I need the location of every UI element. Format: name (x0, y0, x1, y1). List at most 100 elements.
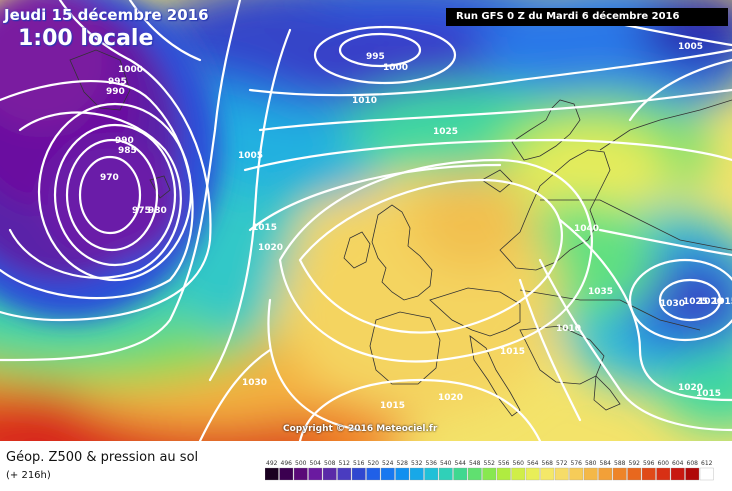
scale-tick-label: 536 (426, 460, 438, 467)
scale-swatch (438, 467, 453, 481)
isobar-label: 1015 (696, 389, 721, 399)
scale-tick-label: 524 (382, 460, 394, 467)
scale-swatch (467, 467, 482, 481)
isobar-label: 1025 (683, 297, 708, 307)
isobar-label: 995 (366, 52, 385, 62)
scale-swatch (322, 467, 337, 481)
isobar-label: 1000 (383, 63, 408, 73)
forecast-time: 1:00 locale (18, 26, 154, 51)
scale-tick-label: 520 (368, 460, 380, 467)
scale-tick-label: 516 (353, 460, 365, 467)
forecast-lead-time: (+ 216h) (6, 470, 51, 481)
map-canvas: 1000 995 990 990 985 970 975 980 995 100… (0, 0, 732, 441)
scale-swatch (525, 467, 540, 481)
scale-tick-label: 500 (295, 460, 307, 467)
isobar-label: 1035 (588, 287, 613, 297)
scale-tick-label: 572 (556, 460, 568, 467)
scale-tick-label: 612 (701, 460, 713, 467)
scale-swatch (569, 467, 584, 481)
isobar-label: 1040 (574, 224, 599, 234)
scale-tick-label: 532 (411, 460, 423, 467)
scale-swatch (453, 467, 468, 481)
isobar-label: 1025 (433, 127, 458, 137)
isobar-label: 990 (106, 87, 125, 97)
scale-tick-label: 580 (585, 460, 597, 467)
isobar-label: 980 (148, 206, 167, 216)
scale-swatch (279, 467, 294, 481)
scale-tick-label: 496 (281, 460, 293, 467)
isobar-label: 975 (132, 206, 151, 216)
scale-tick-label: 504 (310, 460, 322, 467)
scale-swatch (395, 467, 410, 481)
scale-swatch (670, 467, 685, 481)
scale-tick-label: 512 (339, 460, 351, 467)
scale-swatch (424, 467, 439, 481)
isobar-label: 1015 (380, 401, 405, 411)
scale-swatch (627, 467, 642, 481)
scale-swatch (409, 467, 424, 481)
weather-map: 1000 995 990 990 985 970 975 980 995 100… (0, 0, 732, 441)
map-parameter-title: Géop. Z500 & pression au sol (6, 450, 199, 465)
scale-tick-label: 588 (614, 460, 626, 467)
isobar-label: 1015 (500, 347, 525, 357)
scale-swatch (699, 467, 714, 481)
isobar-label: 1020 (678, 383, 703, 393)
scale-tick-label: 584 (600, 460, 612, 467)
isobar-label: 1015 (712, 297, 732, 307)
scale-tick-label: 556 (498, 460, 510, 467)
isobar-label: 1030 (242, 378, 267, 388)
isobars (0, 0, 732, 441)
scale-tick-label: 564 (527, 460, 539, 467)
scale-swatch (351, 467, 366, 481)
scale-tick-label: 528 (397, 460, 409, 467)
scale-swatch (337, 467, 352, 481)
isobar-label: 990 (115, 136, 134, 146)
scale-tick-label: 540 (440, 460, 452, 467)
scale-tick-label: 492 (266, 460, 278, 467)
forecast-date: Jeudi 15 décembre 2016 (4, 6, 209, 24)
scale-tick-label: 600 (658, 460, 670, 467)
scale-tick-label: 592 (629, 460, 641, 467)
isobar-label: 1020 (258, 243, 283, 253)
scale-swatch (612, 467, 627, 481)
isobar-label: 1020 (438, 393, 463, 403)
isobar-labels: 1000 995 990 990 985 970 975 980 995 100… (100, 42, 732, 403)
isobar-label: 1030 (660, 299, 685, 309)
isobar-label: 985 (118, 146, 137, 156)
scale-tick-label: 608 (687, 460, 699, 467)
scale-tick-label: 596 (643, 460, 655, 467)
color-scale: 492 496 500 504 508 512 516 520 524 528 532 536 540 5… (265, 460, 714, 481)
isobar-label: 1000 (118, 65, 143, 75)
scale-tick-label: 548 (469, 460, 481, 467)
scale-swatch (598, 467, 613, 481)
copyright-notice: Copyright © 2016 Meteociel.fr (283, 424, 438, 434)
scale-swatch (583, 467, 598, 481)
scale-tick-label: 568 (542, 460, 554, 467)
scale-swatch (366, 467, 381, 481)
isobar-label: 1015 (252, 223, 277, 233)
legend-footer: Géop. Z500 & pression au sol (+ 216h) 49… (0, 441, 732, 491)
scale-swatch (380, 467, 395, 481)
geopotential-field (0, 0, 732, 441)
scale-tick-label: 552 (484, 460, 496, 467)
isobar-label: 1010 (556, 324, 581, 334)
scale-swatch (265, 467, 279, 481)
scale-tick-label: 560 (513, 460, 525, 467)
scale-tick-label: 604 (672, 460, 684, 467)
scale-tick-label: 508 (324, 460, 336, 467)
scale-swatch (293, 467, 308, 481)
scale-swatch (641, 467, 656, 481)
scale-swatch (656, 467, 671, 481)
isobar-label: 970 (100, 173, 119, 183)
isobar-label: 995 (108, 77, 127, 87)
scale-swatch (685, 467, 700, 481)
isobar-label: 1020 (698, 297, 723, 307)
isobar-label: 1005 (678, 42, 703, 52)
isobar-label: 1010 (352, 96, 377, 106)
scale-swatch (511, 467, 526, 481)
scale-tick-label: 544 (455, 460, 467, 467)
scale-swatch (308, 467, 323, 481)
scale-tick-label: 576 (571, 460, 583, 467)
scale-swatch (482, 467, 497, 481)
isobar-label: 1005 (238, 151, 263, 161)
